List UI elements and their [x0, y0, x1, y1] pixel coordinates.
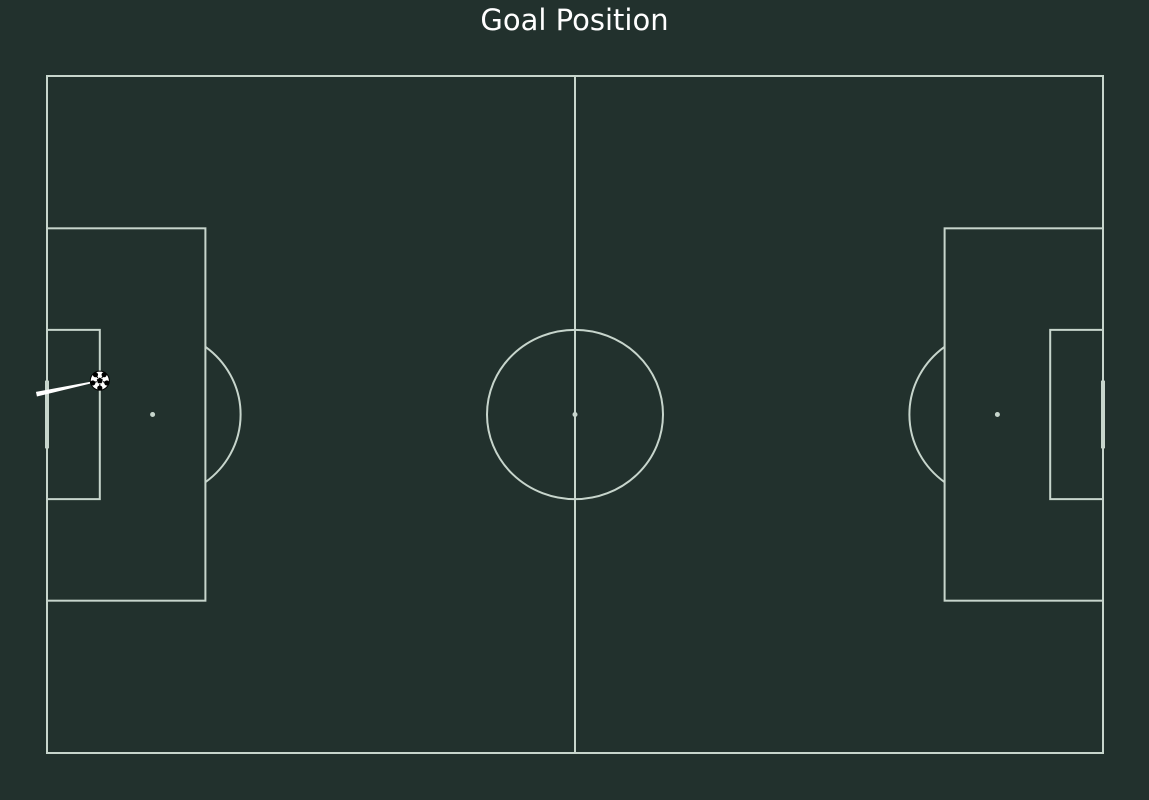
left-penalty-arc: [204, 345, 242, 484]
left-penalty-area: [46, 227, 207, 602]
left-penalty-spot: [150, 412, 156, 417]
center-circle: [486, 328, 664, 501]
right-six-yard-box: [1049, 328, 1104, 501]
soccer-ball-icon: [89, 370, 110, 391]
ball-seam: [101, 374, 105, 379]
right-penalty-arc: [908, 345, 946, 484]
right-penalty-area: [943, 227, 1104, 602]
figure-title: Goal Position: [480, 3, 669, 37]
shot-trail: [35, 380, 100, 397]
ball-seam: [92, 381, 97, 384]
center-spot: [572, 412, 578, 417]
left-six-yard-box: [46, 328, 101, 501]
ball-patch-center: [96, 377, 103, 384]
ball-seam: [102, 381, 107, 384]
shot-layer: [35, 370, 110, 397]
right-penalty-spot: [994, 412, 1000, 417]
pitch-markings: [45, 75, 1105, 754]
ball-seam: [95, 374, 99, 379]
